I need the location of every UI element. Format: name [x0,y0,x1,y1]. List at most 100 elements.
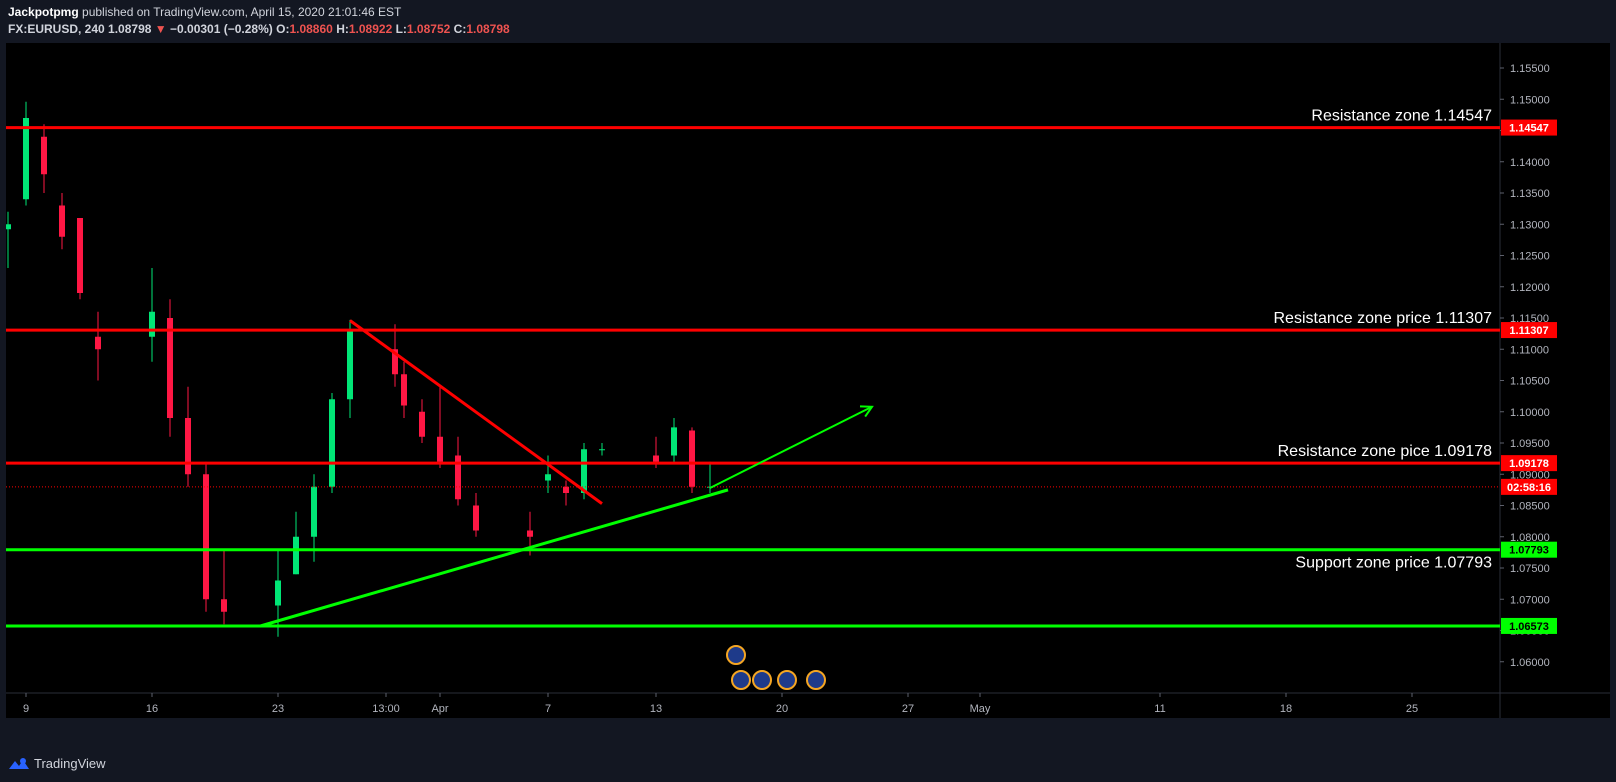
price-tick-label: 1.09000 [1510,469,1550,481]
level-price-tag [1501,322,1557,339]
projection-arrow[interactable] [709,405,873,489]
price-tick-label: 1.08500 [1510,501,1550,513]
economic-event-icon[interactable] [752,670,772,690]
time-tick-label: 13:00 [372,703,400,715]
symbol-label: FX:EURUSD, 240 [8,22,105,36]
candle-body [653,455,659,462]
economic-event-icon[interactable] [726,645,746,665]
candle-body [5,224,11,230]
price-change: −0.00301 (−0.28%) [170,22,273,36]
down-arrow-icon: ▼ [154,22,167,36]
ohlc-legend: FX:EURUSD, 240 1.08798 ▼ −0.00301 (−0.28… [8,22,510,37]
footer: TradingView [0,738,1616,782]
candle-body [149,311,155,337]
candle-body [59,205,65,237]
level-price-tag [1501,455,1557,472]
time-tick-label: Apr [431,703,448,715]
time-tick-label: 23 [272,703,284,715]
price-tick-label: 1.11000 [1510,344,1549,356]
level-price-tag-text: 1.09178 [1509,458,1549,470]
candle-body [581,449,587,493]
candle-body [392,349,398,375]
candle-body [167,318,173,418]
candle-body [77,218,83,293]
price-tick-label: 1.08000 [1510,532,1550,544]
trendline[interactable] [259,488,729,628]
time-tick-label: 7 [545,703,551,715]
level-price-tag-text: 1.14547 [1509,123,1549,135]
time-tick-label: 13 [650,703,662,715]
candle-body [311,486,317,537]
low-value: 1.08752 [406,22,451,36]
candle-body [185,418,191,475]
price-tick-label: 1.07000 [1510,594,1550,606]
low-label: L: [395,22,407,36]
price-tick-label: 1.11500 [1510,313,1549,325]
level-price-tag-text: 1.06573 [1509,621,1549,633]
level-price-tag [1501,119,1557,136]
close-label: C: [453,22,467,36]
candle-body [455,455,461,500]
candle-body [437,436,443,462]
tradingview-brand[interactable]: TradingView [34,756,106,771]
time-tick-label: 27 [902,703,914,715]
author-name[interactable]: Jackpotpmg [8,5,79,19]
price-tick-label: 1.12500 [1510,251,1550,263]
candle-body [473,505,479,531]
level-price-tag-text: 1.11307 [1509,325,1548,337]
price-tick-label: 1.15000 [1510,94,1550,106]
candle-body [203,474,209,600]
price-tick-label: 1.15500 [1510,63,1550,75]
candle-body [347,330,353,400]
level-label: Resistance zone 1.14547 [1311,108,1492,125]
economic-event-icon[interactable] [731,670,751,690]
time-tick-label: 11 [1154,703,1165,715]
time-tick-label: 16 [146,703,158,715]
candle-body [221,599,227,612]
high-label: H: [336,22,349,36]
candle-body [545,474,551,481]
price-tick-label: 1.13000 [1510,219,1550,231]
level-label: Resistance zone price 1.11307 [1273,310,1492,327]
countdown-tag-text: 02:58:16 [1507,482,1551,494]
candle-body [275,580,281,606]
candle-body [293,536,299,575]
price-tick-label: 1.14000 [1510,157,1550,169]
price-tick-label: 1.12000 [1510,282,1550,294]
economic-event-icon[interactable] [806,670,826,690]
level-price-tag-text: 1.07793 [1509,545,1549,557]
price-chart[interactable]: 1.060001.065001.070001.075001.080001.085… [5,43,1610,718]
level-price-tag [1501,541,1557,558]
last-price: 1.08798 [108,22,152,36]
candle-body [599,449,605,451]
trendline[interactable] [349,319,603,505]
level-label: Resistance zone pice 1.09178 [1278,443,1492,460]
published-text: published on TradingView.com, April 15, … [82,5,402,19]
economic-event-icon[interactable] [777,670,797,690]
time-tick-label: 9 [23,703,29,715]
open-value: 1.08860 [289,22,333,36]
close-value: 1.08798 [466,22,510,36]
candle-body [95,336,101,350]
publish-info: Jackpotpmg published on TradingView.com,… [8,5,401,20]
candle-body [563,486,569,493]
open-label: O: [276,22,290,36]
candle-body [401,374,407,406]
candle-body [23,118,29,200]
time-tick-label: 18 [1280,703,1292,715]
candle-body [689,430,695,487]
chart-header: Jackpotpmg published on TradingView.com,… [0,0,1616,42]
price-tick-label: 1.06000 [1510,657,1550,669]
price-tick-label: 1.13500 [1510,188,1550,200]
level-price-tag [1501,617,1557,634]
price-tick-label: 1.09500 [1510,438,1550,450]
countdown-tag [1501,478,1557,495]
candle-body [671,427,677,456]
level-label: Support zone price 1.07793 [1295,555,1492,572]
chart-area[interactable]: 1.060001.065001.070001.075001.080001.085… [5,43,1610,718]
high-value: 1.08922 [348,22,393,36]
candle-body [419,411,425,437]
candle-body [527,530,533,537]
tradingview-logo-icon [9,758,29,769]
price-tick-label: 1.10000 [1510,407,1550,419]
